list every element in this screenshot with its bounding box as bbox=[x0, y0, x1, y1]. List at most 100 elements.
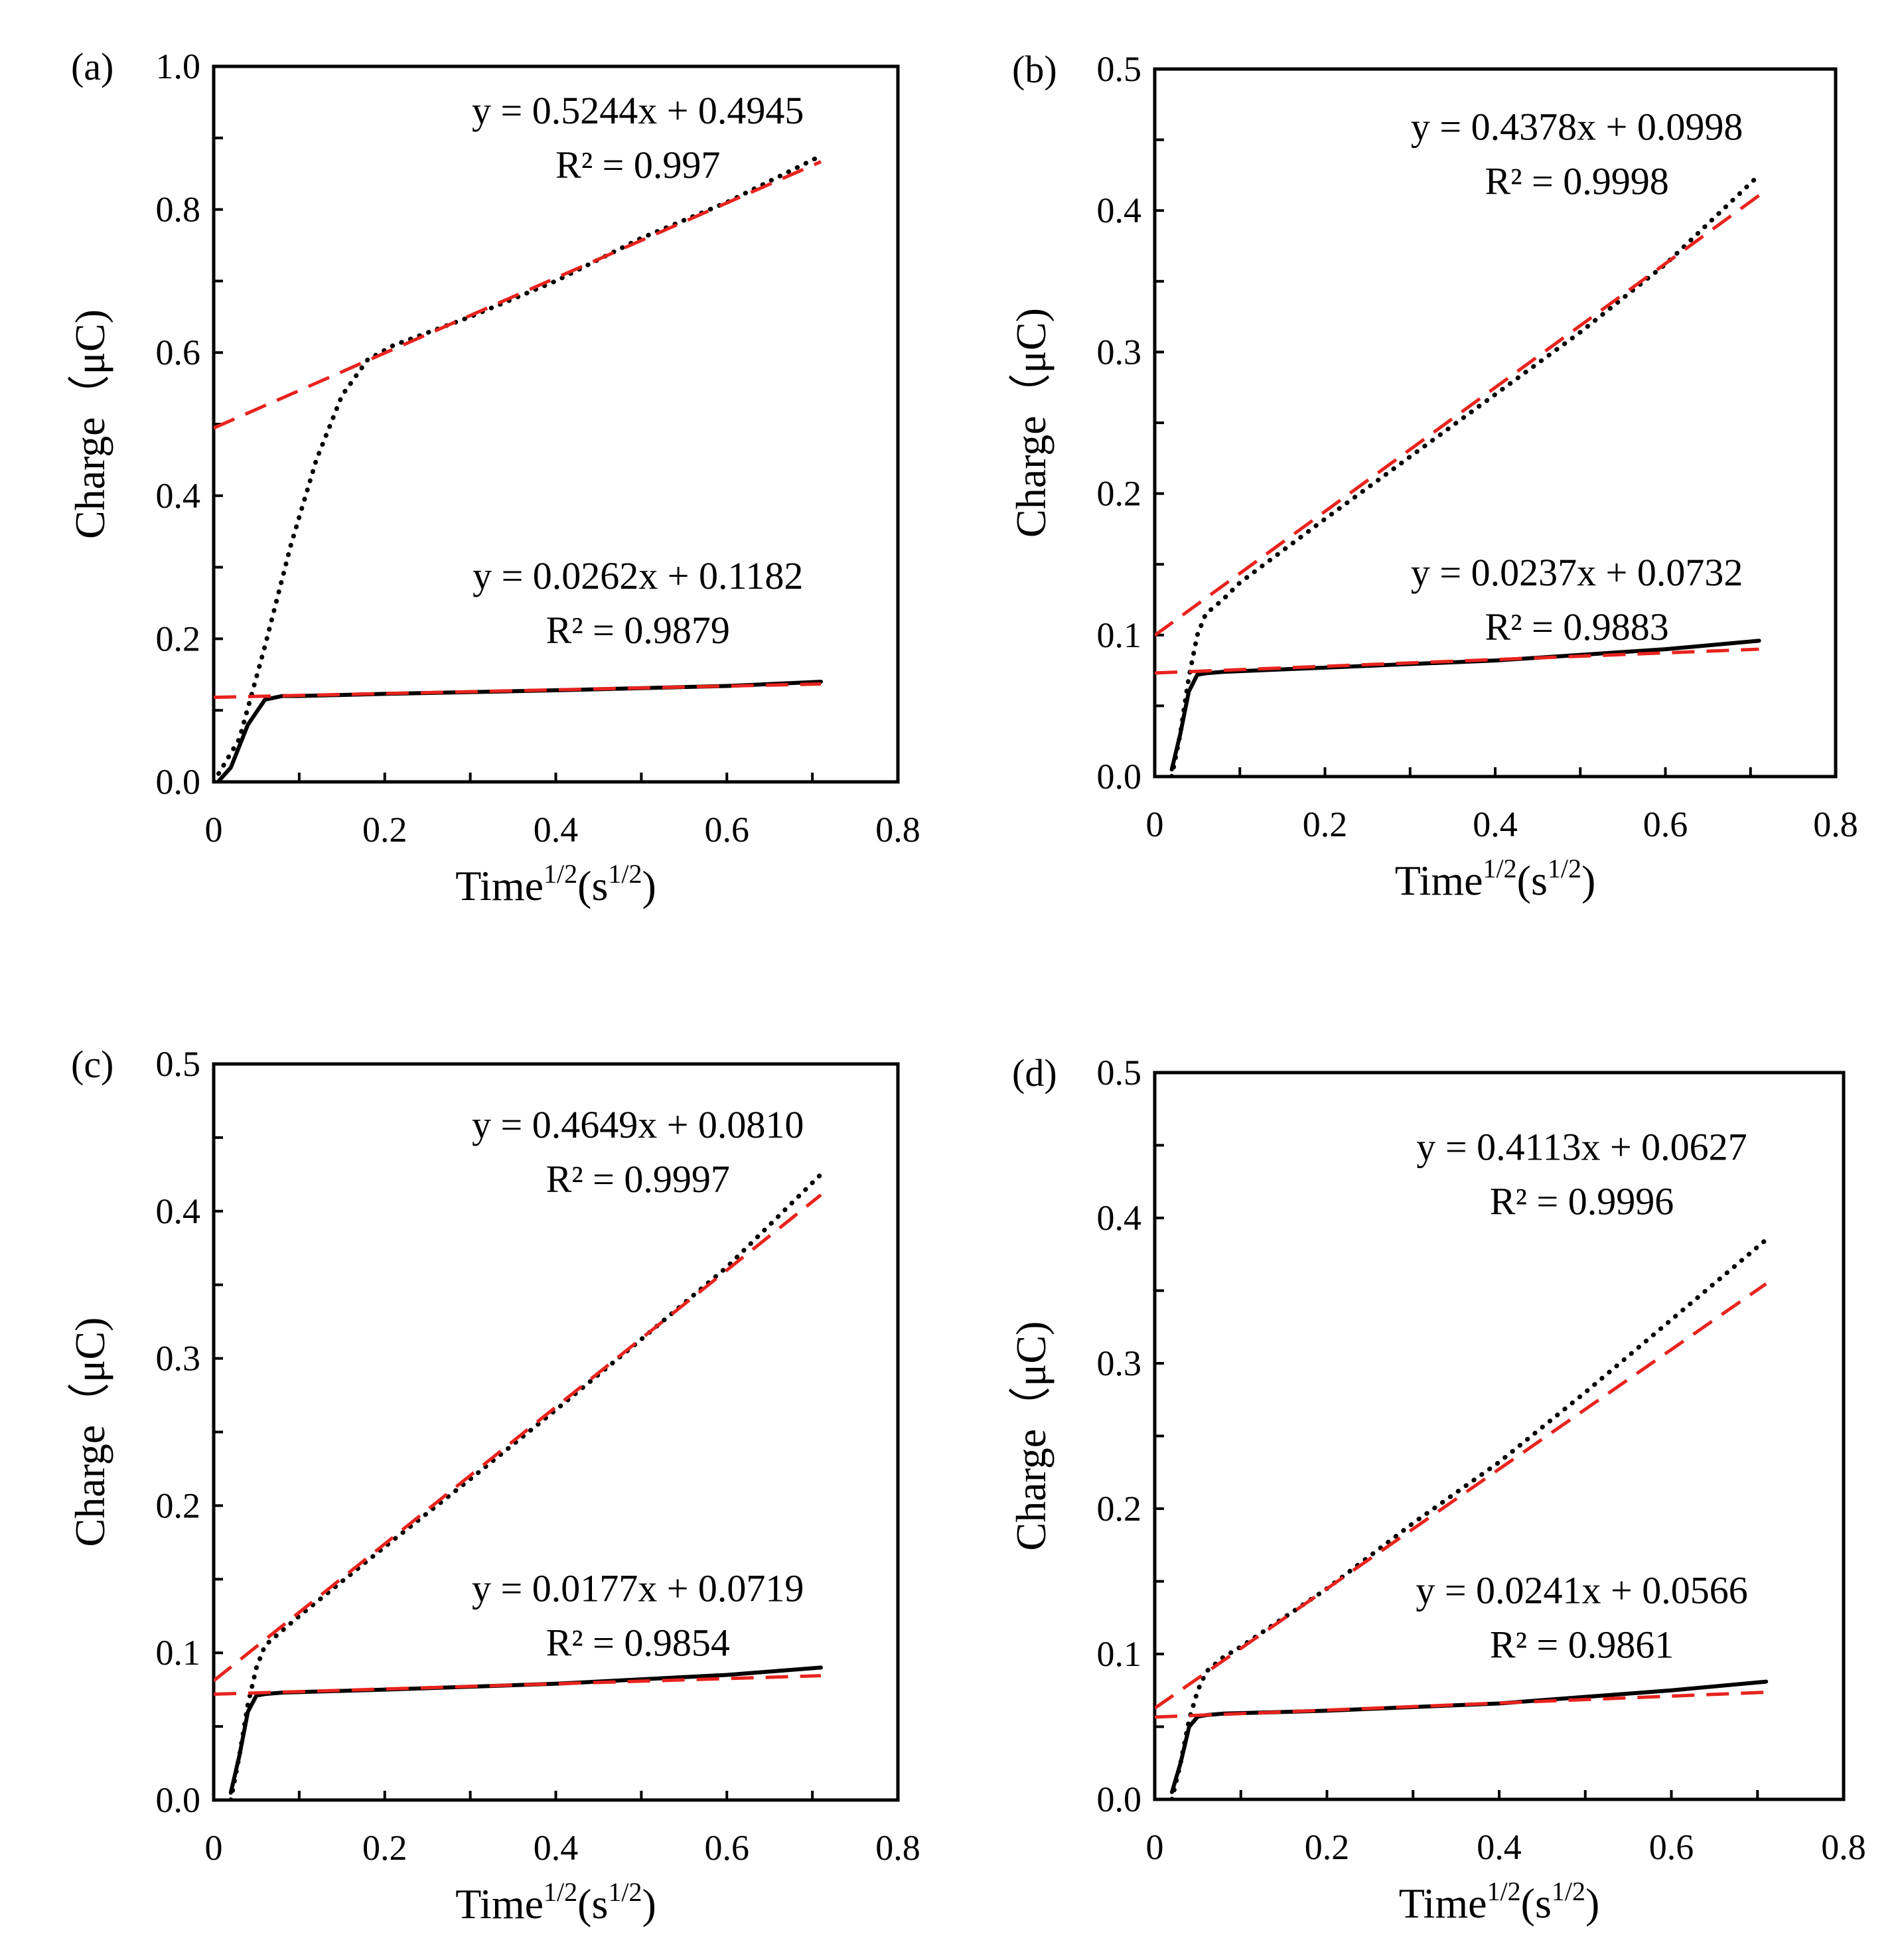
y-tick-label: 0.1 bbox=[1097, 1634, 1142, 1674]
x-tick-label: 0.4 bbox=[534, 810, 579, 850]
y-axis-title: Charge（μC) bbox=[66, 309, 113, 539]
fit-r-squared: R² = 0.9997 bbox=[546, 1158, 730, 1201]
x-axis-title-part: Time bbox=[455, 862, 544, 909]
y-tick-label: 0.4 bbox=[1097, 190, 1142, 230]
x-tick-label: 0 bbox=[1146, 1827, 1164, 1867]
x-axis-title-part: (s bbox=[577, 1880, 608, 1927]
fit-line-upper-fit bbox=[1155, 194, 1761, 637]
fit-equation: y = 0.4378x + 0.0998 bbox=[1411, 106, 1743, 149]
y-tick-label: 0.0 bbox=[156, 762, 201, 802]
data-line-upper-data bbox=[228, 1171, 824, 1800]
x-tick-label: 0.2 bbox=[1305, 1827, 1350, 1867]
x-tick-label: 0.2 bbox=[362, 1828, 407, 1868]
x-axis-title-sup: 1/2 bbox=[1552, 1876, 1585, 1906]
fit-equation: y = 0.0262x + 0.1182 bbox=[473, 554, 803, 597]
x-tick-label: 0.2 bbox=[1303, 804, 1348, 844]
x-axis-title-part: ) bbox=[642, 862, 656, 909]
x-axis-title-sup: 1/2 bbox=[544, 1877, 577, 1907]
x-axis-title-part: ) bbox=[642, 1880, 656, 1927]
fit-line-lower-fit bbox=[1155, 647, 1759, 675]
x-axis-title-sup: 1/2 bbox=[1483, 854, 1517, 883]
x-axis-title: Time1/2(s1/2) bbox=[1399, 1876, 1600, 1927]
y-tick-label: 0.0 bbox=[1097, 1779, 1142, 1819]
plot-area bbox=[214, 1171, 824, 1800]
data-line-upper-data bbox=[1169, 173, 1762, 777]
fit-equation: y = 0.0237x + 0.0732 bbox=[1411, 551, 1743, 594]
y-axis-title: Charge（μC) bbox=[66, 1318, 113, 1547]
x-tick-label: 0.8 bbox=[875, 1828, 920, 1868]
y-tick-label: 0.1 bbox=[156, 1633, 201, 1673]
x-tick-label: 0.8 bbox=[875, 810, 920, 850]
y-tick-label: 0.2 bbox=[156, 619, 201, 658]
plot-area bbox=[1155, 173, 1762, 777]
x-axis-title-part: (s bbox=[1517, 857, 1548, 904]
y-axis-title: Charge（μC) bbox=[1007, 308, 1055, 538]
fit-r-squared: R² = 0.9883 bbox=[1485, 605, 1668, 648]
x-tick-label: 0.2 bbox=[362, 810, 407, 850]
fit-equation: y = 0.5244x + 0.4945 bbox=[472, 89, 804, 132]
x-axis-title-part: ) bbox=[1581, 857, 1595, 904]
y-tick-label: 0.0 bbox=[156, 1780, 201, 1820]
fit-line-upper-fit bbox=[214, 160, 822, 430]
y-tick-label: 0.4 bbox=[1097, 1198, 1142, 1238]
y-tick-label: 0.2 bbox=[1097, 474, 1142, 514]
y-tick-label: 0.6 bbox=[156, 333, 201, 372]
fit-r-squared: R² = 0.9861 bbox=[1490, 1623, 1674, 1666]
y-tick-label: 0.5 bbox=[1097, 49, 1142, 89]
x-axis-title: Time1/2(s1/2) bbox=[455, 1877, 656, 1927]
fit-r-squared: R² = 0.9879 bbox=[546, 609, 730, 652]
x-axis-title-part: Time bbox=[1399, 1880, 1487, 1927]
x-axis-title-sup: 1/2 bbox=[544, 859, 577, 889]
x-axis-title-part: ) bbox=[1585, 1880, 1599, 1927]
y-tick-label: 0.8 bbox=[156, 190, 201, 230]
x-axis-title-part: (s bbox=[1521, 1880, 1552, 1927]
x-tick-label: 0.4 bbox=[534, 1828, 579, 1868]
panel-label: (d) bbox=[1012, 1051, 1057, 1094]
x-tick-label: 0 bbox=[205, 1828, 223, 1868]
x-axis-title-sup: 1/2 bbox=[1487, 1876, 1521, 1906]
y-tick-label: 0.2 bbox=[156, 1485, 201, 1525]
fit-equation: y = 0.4649x + 0.0810 bbox=[472, 1103, 804, 1146]
x-tick-label: 0.6 bbox=[705, 1828, 750, 1868]
y-tick-label: 0.3 bbox=[1097, 1343, 1142, 1383]
data-line-lower-data bbox=[228, 1665, 824, 1795]
fit-r-squared: R² = 0.9854 bbox=[546, 1621, 730, 1665]
chart-panel-a: 0.0 0.2 0.4 0.6 0.8 1.0 0 0.2 0.4 0.6 0.8 (a) Charge… bbox=[66, 45, 920, 909]
fit-line-upper-fit bbox=[1155, 1282, 1767, 1710]
y-tick-label: 0.3 bbox=[156, 1339, 201, 1379]
fit-equation: y = 0.4113x + 0.0627 bbox=[1416, 1125, 1747, 1168]
x-axis-title: Time1/2(s1/2) bbox=[455, 859, 656, 909]
y-tick-label: 0.4 bbox=[156, 476, 201, 516]
x-axis-title-part: Time bbox=[1395, 857, 1483, 904]
plot-area bbox=[214, 153, 824, 782]
fit-r-squared: R² = 0.9996 bbox=[1490, 1179, 1674, 1223]
fit-r-squared: R² = 0.997 bbox=[555, 143, 720, 187]
x-axis-title-sup: 1/2 bbox=[608, 1877, 642, 1907]
chart-panel-b: 0.0 0.1 0.2 0.3 0.4 0.5 0 0.2 0.4 0.6 0.8 (b) Charge… bbox=[1007, 48, 1858, 904]
y-axis-title: Charge（μC) bbox=[1007, 1321, 1055, 1551]
x-tick-label: 0.4 bbox=[1473, 804, 1518, 844]
fit-equation: y = 0.0177x + 0.0719 bbox=[472, 1567, 804, 1610]
y-tick-label: 0.2 bbox=[1097, 1489, 1142, 1529]
x-tick-label: 0 bbox=[1146, 804, 1164, 844]
x-tick-label: 0.6 bbox=[705, 810, 750, 850]
x-tick-label: 0.6 bbox=[1649, 1827, 1694, 1867]
data-line-upper-data bbox=[1169, 1237, 1769, 1799]
data-line-lower-data bbox=[216, 680, 824, 782]
panel-label: (a) bbox=[71, 45, 113, 88]
x-axis-title: Time1/2(s1/2) bbox=[1395, 854, 1596, 904]
x-axis-title-part: (s bbox=[577, 862, 608, 909]
x-axis-title-sup: 1/2 bbox=[608, 859, 642, 889]
x-tick-label: 0.8 bbox=[1821, 1827, 1866, 1867]
panel-label: (b) bbox=[1012, 48, 1057, 91]
fit-equation: y = 0.0241x + 0.0566 bbox=[1416, 1568, 1747, 1612]
x-tick-label: 0.8 bbox=[1813, 804, 1858, 844]
y-tick-label: 1.0 bbox=[156, 46, 201, 86]
x-axis-title-sup: 1/2 bbox=[1548, 854, 1581, 883]
data-line-upper-data bbox=[214, 153, 824, 782]
y-tick-label: 0.3 bbox=[1097, 332, 1142, 372]
plot-area bbox=[1155, 1237, 1769, 1799]
y-tick-label: 0.1 bbox=[1097, 615, 1142, 655]
panel-label: (c) bbox=[71, 1043, 113, 1086]
